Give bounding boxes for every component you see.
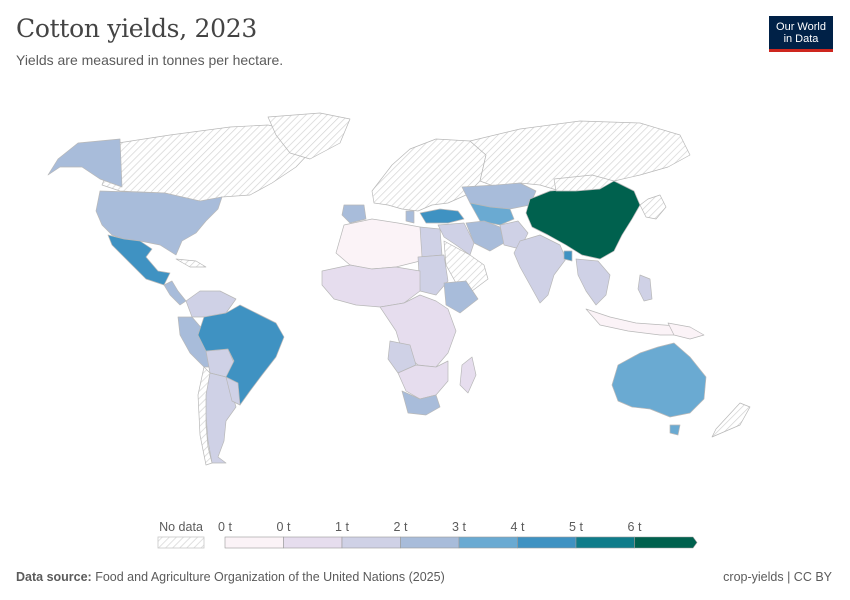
legend-tick-label-5: 4 t (511, 520, 525, 534)
legend-swatch-3[interactable] (400, 536, 460, 549)
map-region-turkey[interactable] (419, 208, 465, 224)
legend-swatch-5[interactable] (517, 536, 577, 549)
legend-swatch-0[interactable] (224, 536, 284, 549)
legend-no-data-label: No data (159, 520, 203, 534)
map-region-india[interactable] (513, 234, 567, 304)
map-region-new-zealand[interactable] (711, 402, 751, 438)
map-region-colombia-venezuela[interactable] (185, 290, 237, 318)
chart-title: Cotton yields, 2023 (16, 14, 257, 43)
map-region-alaska[interactable] (47, 138, 123, 188)
map-region-mongolia[interactable] (553, 174, 615, 192)
legend-no-data-swatch[interactable] (157, 536, 205, 549)
map-region-philippines[interactable] (637, 274, 653, 302)
map-region-southeast-asia[interactable] (575, 258, 611, 306)
map-region-bangladesh[interactable] (563, 250, 573, 262)
map-region-united-states[interactable] (95, 190, 223, 256)
legend-swatch-7[interactable] (634, 536, 698, 549)
world-map (47, 112, 751, 466)
legend-swatch-2[interactable] (341, 536, 401, 549)
legend-tick-label-0: 0 t (218, 520, 232, 534)
map-region-central-america[interactable] (163, 280, 187, 306)
map-region-mexico[interactable] (107, 234, 171, 286)
legend-tick-label-2: 1 t (335, 520, 349, 534)
map-region-arabia[interactable] (443, 240, 489, 292)
map-region-canada[interactable] (101, 124, 313, 204)
legend-swatch-1[interactable] (283, 536, 343, 549)
map-region-southern-africa[interactable] (397, 360, 449, 400)
map-region-greenland[interactable] (267, 112, 351, 160)
map-region-sudan[interactable] (417, 254, 449, 296)
legend-tick-label-3: 2 t (394, 520, 408, 534)
legend-tick-label-4: 3 t (452, 520, 466, 534)
map-region-paraguay-uruguay[interactable] (225, 376, 241, 406)
map-region-madagascar[interactable] (459, 356, 477, 394)
chart-subtitle: Yields are measured in tonnes per hectar… (16, 52, 284, 68)
map-region-north-africa[interactable] (335, 218, 429, 270)
logo-line-2: in Data (783, 32, 819, 45)
footer-slug[interactable]: crop-yields | CC BY (723, 570, 832, 584)
map-region-egypt[interactable] (419, 226, 443, 258)
map-region-greece[interactable] (405, 210, 415, 224)
legend-swatch-4[interactable] (458, 536, 518, 549)
legend-tick-label-7: 6 t (628, 520, 642, 534)
map-region-chile[interactable] (197, 366, 213, 466)
logo-line-1: Our World (776, 20, 826, 33)
map-region-uzbekistan-turkmenistan[interactable] (469, 202, 515, 226)
map-region-australia[interactable] (611, 342, 707, 418)
map-region-south-africa[interactable] (401, 390, 441, 416)
owid-logo[interactable]: Our World in Data (769, 16, 833, 52)
source-label: Data source: (16, 570, 92, 584)
map-region-caribbean[interactable] (175, 258, 207, 268)
legend-tick-label-6: 5 t (569, 520, 583, 534)
legend-bins: 0 t 0 t 1 t 2 t 3 t 4 t 5 t 6 t (218, 520, 698, 549)
footer-source: Data source: Food and Agriculture Organi… (16, 570, 445, 584)
legend-tick-label-1: 0 t (277, 520, 291, 534)
map-region-west-africa[interactable] (321, 264, 421, 308)
source-text[interactable]: Food and Agriculture Organization of the… (95, 570, 445, 584)
legend: No data 0 t 0 t 1 t 2 t 3 t 4 t 5 t 6 t (157, 520, 698, 549)
map-region-brazil[interactable] (197, 304, 285, 406)
map-region-ethiopia[interactable] (443, 280, 479, 314)
map-region-new-guinea[interactable] (667, 322, 705, 340)
map-region-korea-japan[interactable] (639, 194, 667, 220)
map-region-spain[interactable] (341, 204, 367, 224)
legend-swatch-6[interactable] (575, 536, 635, 549)
map-region-tasmania[interactable] (669, 424, 681, 436)
